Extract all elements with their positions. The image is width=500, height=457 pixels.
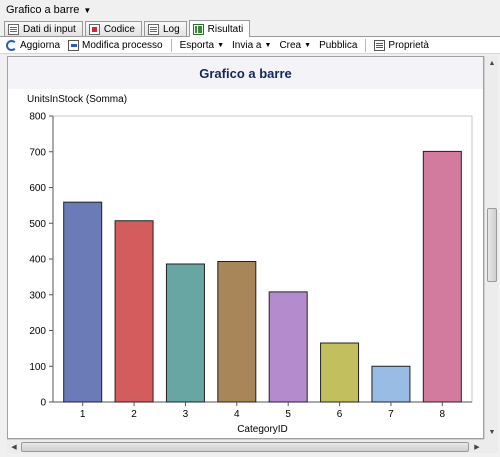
create-label: Crea <box>279 39 302 51</box>
results-viewport: Grafico a barre UnitsInStock (Somma) 0 100… <box>7 56 484 439</box>
publish-label: Pubblica <box>319 39 358 51</box>
bar <box>422 150 462 403</box>
dropdown-arrow-icon: ▼ <box>304 41 312 49</box>
vertical-scroll-thumb[interactable] <box>487 208 497 282</box>
window-title: Grafico a barre <box>6 4 80 16</box>
tab-label: Codice <box>103 23 135 35</box>
x-tick-label: 8 <box>440 409 446 420</box>
export-menu[interactable]: Esporta ▼ <box>180 40 224 51</box>
y-tick-label: 300 <box>29 290 46 301</box>
x-tick-label: 1 <box>80 409 86 420</box>
edit-process-button[interactable]: Modifica processo <box>68 39 163 51</box>
export-label: Esporta <box>179 39 215 51</box>
horizontal-scroll-thumb[interactable] <box>21 442 469 452</box>
y-tick-label: 700 <box>29 147 46 158</box>
bar <box>268 291 308 403</box>
bar <box>371 365 411 403</box>
tab-label: Risultati <box>207 23 244 35</box>
y-tick-label: 400 <box>29 255 46 266</box>
send-to-label: Invia a <box>232 39 262 51</box>
x-tick-label: 7 <box>388 409 394 420</box>
bar <box>320 342 360 403</box>
x-tick-label: 3 <box>183 409 189 420</box>
tab-code[interactable]: Codice <box>84 21 142 36</box>
y-tick-label: 800 <box>29 112 46 123</box>
results-toolbar: Aggiorna Modifica processo Esporta ▼ Inv… <box>0 37 500 54</box>
scroll-down-icon[interactable]: ▼ <box>488 428 496 436</box>
tab-results[interactable]: Risultati <box>188 20 251 37</box>
code-icon <box>88 23 100 35</box>
publish-button[interactable]: Pubblica <box>319 40 357 51</box>
scroll-left-icon[interactable]: ◀ <box>11 444 17 451</box>
edit-process-label: Modifica processo <box>82 39 163 51</box>
y-tick-label: 600 <box>29 183 46 194</box>
window-title-bar[interactable]: Grafico a barre ▼ <box>0 0 500 20</box>
refresh-icon <box>6 39 17 51</box>
scroll-right-icon[interactable]: ▶ <box>474 444 480 451</box>
x-tick-label: 6 <box>337 409 343 420</box>
y-tick-label: 500 <box>29 219 46 230</box>
y-tick-label: 200 <box>29 326 46 337</box>
tab-label: Log <box>162 23 180 35</box>
edit-process-icon <box>68 39 80 51</box>
refresh-label: Aggiorna <box>20 39 61 51</box>
log-icon <box>147 23 159 35</box>
vertical-scrollbar[interactable]: ▲ ▼ <box>484 56 498 439</box>
x-tick-label: 4 <box>234 409 240 420</box>
tab-strip: Dati di input Codice Log Risultati <box>0 20 500 37</box>
table-icon <box>8 23 19 35</box>
x-tick-label: 2 <box>131 409 137 420</box>
horizontal-scrollbar[interactable]: ◀ ▶ <box>7 439 484 453</box>
x-axis-label: CategoryID <box>237 424 288 435</box>
properties-icon <box>374 39 386 51</box>
create-menu[interactable]: Crea ▼ <box>279 40 311 51</box>
refresh-button[interactable]: Aggiorna <box>6 39 61 51</box>
scroll-up-icon[interactable]: ▲ <box>488 59 496 67</box>
bar-chart: UnitsInStock (Somma) 0 100 200 300 400 500 600 7… <box>27 94 473 435</box>
tab-log[interactable]: Log <box>143 21 187 36</box>
send-to-menu[interactable]: Invia a ▼ <box>232 40 271 51</box>
toolbar-separator <box>365 38 367 52</box>
chevron-down-icon[interactable]: ▼ <box>83 5 92 15</box>
tab-input-data[interactable]: Dati di input <box>4 21 83 36</box>
tab-label: Dati di input <box>23 23 76 35</box>
dropdown-arrow-icon: ▼ <box>264 41 272 49</box>
chart-header: Grafico a barre <box>8 57 483 89</box>
properties-label: Proprietà <box>388 39 429 51</box>
dropdown-arrow-icon: ▼ <box>217 41 225 49</box>
results-icon <box>192 23 204 35</box>
toolbar-separator <box>170 38 172 52</box>
scrollbar-corner <box>484 439 498 453</box>
bar <box>63 201 103 403</box>
bar <box>165 263 205 403</box>
y-axis-label: UnitsInStock (Somma) <box>27 94 127 105</box>
y-tick-label: 100 <box>29 362 46 373</box>
chart-title: Grafico a barre <box>199 65 292 81</box>
properties-button[interactable]: Proprietà <box>374 39 429 51</box>
bar <box>114 220 154 403</box>
y-tick-label: 0 <box>40 398 46 409</box>
x-tick-label: 5 <box>285 409 291 420</box>
bar <box>217 261 257 403</box>
